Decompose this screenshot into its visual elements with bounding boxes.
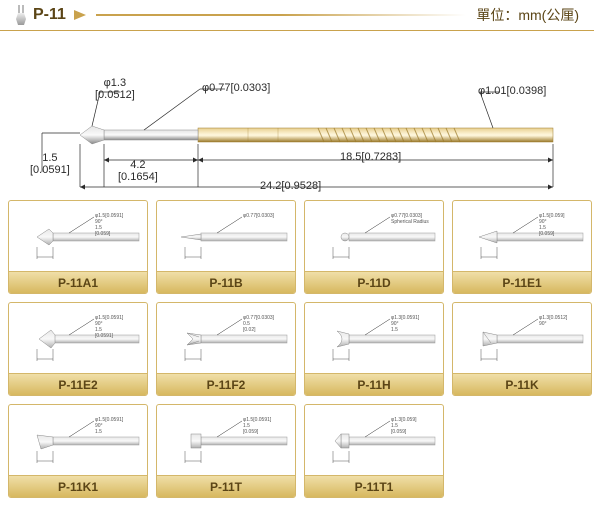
variant-card[interactable]: φ1.5[0.059]90°1.5[0.059] P-11E1 (452, 200, 592, 294)
dim-shaft-dia: φ0.77[0.0303] (202, 82, 270, 94)
main-diagram: φ1.3[0.0512] φ0.77[0.0303] φ1.01[0.0398]… (0, 37, 594, 192)
variant-card[interactable]: φ0.77[0.0303]Spherical Radius P-11D (304, 200, 444, 294)
page-title: P-11 (33, 6, 66, 24)
variant-label: P-11K (453, 373, 591, 395)
variant-thumb: φ1.3[0.0591]90°1.5 (305, 303, 443, 373)
svg-text:[0.059]: [0.059] (243, 429, 259, 435)
variant-label: P-11B (157, 271, 295, 293)
variant-card[interactable]: φ1.3[0.0591]90°1.5 P-11H (304, 302, 444, 396)
variant-label: P-11H (305, 373, 443, 395)
svg-text:1.5: 1.5 (95, 429, 102, 435)
svg-text:[0.0591]: [0.0591] (95, 333, 114, 339)
variant-card[interactable]: φ1.5[0.0591]90°1.5[0.059] P-11A1 (8, 200, 148, 294)
variant-card[interactable]: φ0.77[0.0303] P-11B (156, 200, 296, 294)
header-divider (0, 30, 594, 31)
variant-label: P-11A1 (9, 271, 147, 293)
svg-text:1.5: 1.5 (391, 327, 398, 333)
variant-grid: φ1.5[0.0591]90°1.5[0.059] P-11A1 φ0.77[0… (0, 192, 594, 498)
variant-label: P-11D (305, 271, 443, 293)
variant-card[interactable]: φ1.5[0.0591]90°1.5[0.0591] P-11E2 (8, 302, 148, 396)
dim-total-len: 24.2[0.9528] (260, 180, 321, 192)
variant-label: P-11K1 (9, 475, 147, 497)
variant-thumb: φ1.5[0.0591]90°1.5 (9, 405, 147, 475)
variant-card[interactable]: φ1.3[0.059]1.5[0.059] P-11T1 (304, 404, 444, 498)
variant-thumb: φ1.5[0.0591]1.5[0.059] (157, 405, 295, 475)
header-bar: P-11 單位：mm(公厘) (0, 0, 594, 30)
svg-text:Spherical Radius: Spherical Radius (391, 219, 429, 225)
svg-text:[0.059]: [0.059] (391, 429, 407, 435)
variant-card[interactable]: φ1.3[0.0512]90° P-11K (452, 302, 592, 396)
variant-label: P-11F2 (157, 373, 295, 395)
arrow-right-icon (74, 10, 86, 20)
variant-label: P-11T (157, 475, 295, 497)
header-rule (96, 14, 466, 16)
dim-body-len: 18.5[0.7283] (340, 151, 401, 163)
dim-front-len: 4.2[0.1654] (118, 159, 158, 183)
dim-tip-len: 1.5[0.0591] (30, 152, 70, 176)
svg-text:90°: 90° (539, 321, 547, 327)
probe-header-icon (15, 5, 27, 25)
svg-text:[0.02]: [0.02] (243, 327, 256, 333)
variant-thumb: φ1.5[0.0591]90°1.5[0.0591] (9, 303, 147, 373)
main-diagram-svg (0, 37, 594, 192)
variant-label: P-11E1 (453, 271, 591, 293)
variant-thumb: φ0.77[0.0303]Spherical Radius (305, 201, 443, 271)
dim-tip-dia: φ1.3[0.0512] (95, 77, 135, 101)
variant-card[interactable]: φ1.5[0.0591]1.5[0.059] P-11T (156, 404, 296, 498)
variant-thumb: φ1.3[0.0512]90° (453, 303, 591, 373)
variant-thumb: φ0.77[0.0303]0.5[0.02] (157, 303, 295, 373)
variant-thumb: φ1.5[0.0591]90°1.5[0.059] (9, 201, 147, 271)
dim-body-dia: φ1.01[0.0398] (478, 85, 546, 97)
variant-thumb: φ1.5[0.059]90°1.5[0.059] (453, 201, 591, 271)
svg-text:[0.059]: [0.059] (539, 231, 555, 237)
variant-card[interactable]: φ1.5[0.0591]90°1.5 P-11K1 (8, 404, 148, 498)
unit-label: 單位：mm(公厘) (476, 5, 579, 25)
variant-card[interactable]: φ0.77[0.0303]0.5[0.02] P-11F2 (156, 302, 296, 396)
variant-label: P-11E2 (9, 373, 147, 395)
variant-label: P-11T1 (305, 475, 443, 497)
svg-text:φ0.77[0.0303]: φ0.77[0.0303] (243, 213, 275, 219)
svg-text:[0.059]: [0.059] (95, 231, 111, 237)
variant-thumb: φ1.3[0.059]1.5[0.059] (305, 405, 443, 475)
variant-thumb: φ0.77[0.0303] (157, 201, 295, 271)
